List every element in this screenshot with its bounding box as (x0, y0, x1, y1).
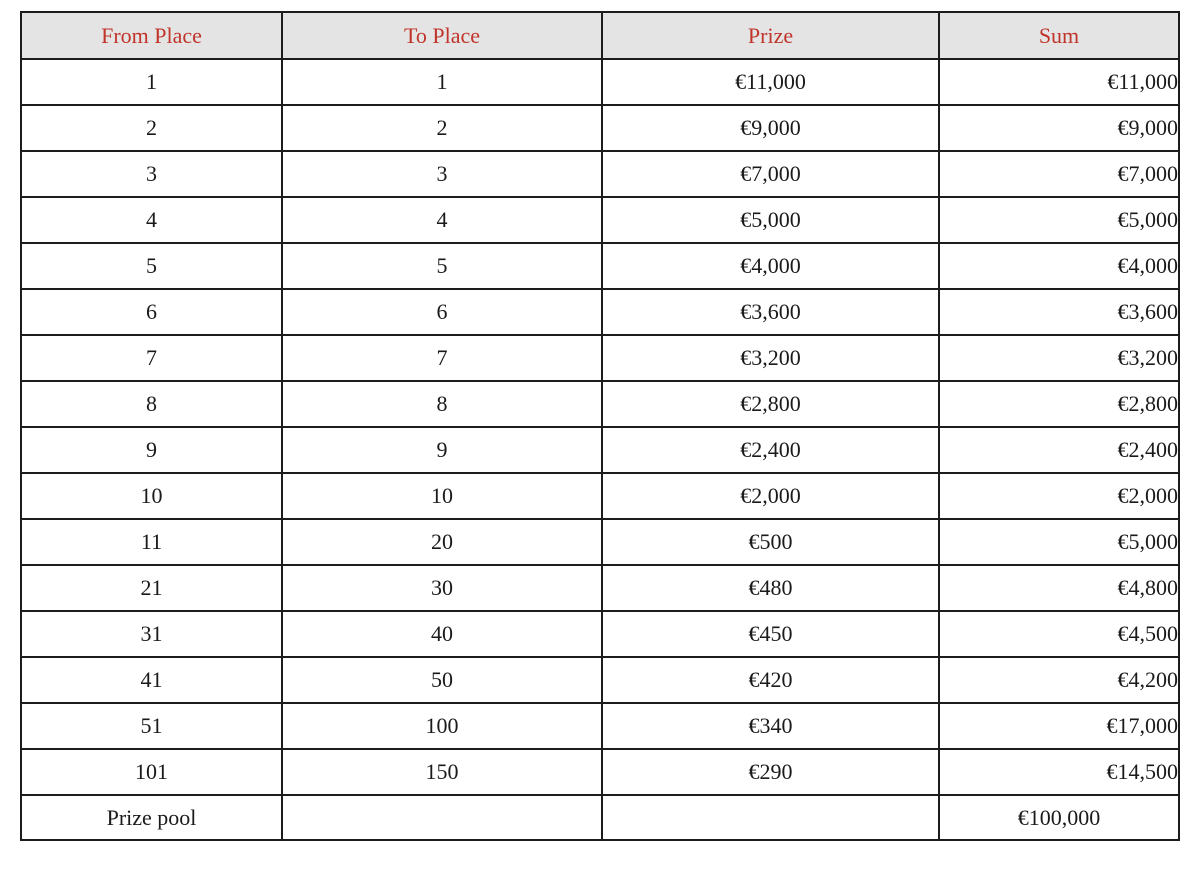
cell-prize: €480 (601, 564, 940, 612)
cell-from-place: 11 (20, 518, 283, 566)
table-row: 2 2 €9,000 €9,000 (20, 104, 1180, 152)
cell-sum: €2,800 (938, 380, 1180, 428)
cell-sum: €5,000 (938, 196, 1180, 244)
cell-sum: €11,000 (938, 58, 1180, 106)
prize-pool-total-value: €100,000 (938, 794, 1180, 841)
table-header: From Place To Place Prize Sum (20, 11, 1180, 60)
table-row: 6 6 €3,600 €3,600 (20, 288, 1180, 336)
cell-from-place: 21 (20, 564, 283, 612)
cell-from-place: 51 (20, 702, 283, 750)
cell-prize: €4,000 (601, 242, 940, 290)
cell-sum: €3,200 (938, 334, 1180, 382)
prize-pool-total-row: Prize pool €100,000 (20, 794, 1180, 841)
cell-sum: €4,500 (938, 610, 1180, 658)
cell-prize: €5,000 (601, 196, 940, 244)
cell-to-place: 6 (281, 288, 603, 336)
cell-to-place: 50 (281, 656, 603, 704)
table-row: 1 1 €11,000 €11,000 (20, 58, 1180, 106)
table-row: 41 50 €420 €4,200 (20, 656, 1180, 704)
cell-to-place: 2 (281, 104, 603, 152)
cell-prize: €11,000 (601, 58, 940, 106)
table-row: 11 20 €500 €5,000 (20, 518, 1180, 566)
cell-sum: €4,200 (938, 656, 1180, 704)
table-header-row: From Place To Place Prize Sum (20, 11, 1180, 60)
cell-from-place: 1 (20, 58, 283, 106)
cell-prize: €7,000 (601, 150, 940, 198)
table-row: 3 3 €7,000 €7,000 (20, 150, 1180, 198)
cell-to-place: 20 (281, 518, 603, 566)
cell-to-place: 3 (281, 150, 603, 198)
cell-to-place: 7 (281, 334, 603, 382)
cell-sum: €17,000 (938, 702, 1180, 750)
table-row: 51 100 €340 €17,000 (20, 702, 1180, 750)
cell-prize: €420 (601, 656, 940, 704)
prize-pool-empty-cell (601, 794, 940, 841)
cell-from-place: 31 (20, 610, 283, 658)
cell-prize: €290 (601, 748, 940, 796)
cell-to-place: 5 (281, 242, 603, 290)
cell-from-place: 6 (20, 288, 283, 336)
cell-to-place: 9 (281, 426, 603, 474)
cell-from-place: 7 (20, 334, 283, 382)
cell-from-place: 41 (20, 656, 283, 704)
cell-sum: €3,600 (938, 288, 1180, 336)
table-row: 10 10 €2,000 €2,000 (20, 472, 1180, 520)
cell-from-place: 2 (20, 104, 283, 152)
cell-prize: €450 (601, 610, 940, 658)
cell-prize: €9,000 (601, 104, 940, 152)
prize-distribution-table: From Place To Place Prize Sum 1 1 €11,00… (20, 11, 1180, 841)
table-row: 4 4 €5,000 €5,000 (20, 196, 1180, 244)
cell-to-place: 10 (281, 472, 603, 520)
cell-from-place: 8 (20, 380, 283, 428)
cell-from-place: 9 (20, 426, 283, 474)
cell-to-place: 30 (281, 564, 603, 612)
column-header-sum: Sum (938, 11, 1180, 60)
table-row: 8 8 €2,800 €2,800 (20, 380, 1180, 428)
cell-sum: €4,000 (938, 242, 1180, 290)
cell-from-place: 101 (20, 748, 283, 796)
cell-prize: €2,800 (601, 380, 940, 428)
table-row: 31 40 €450 €4,500 (20, 610, 1180, 658)
cell-sum: €2,400 (938, 426, 1180, 474)
table-row: 5 5 €4,000 €4,000 (20, 242, 1180, 290)
column-header-to-place: To Place (281, 11, 603, 60)
cell-from-place: 10 (20, 472, 283, 520)
cell-to-place: 100 (281, 702, 603, 750)
column-header-prize: Prize (601, 11, 940, 60)
table-body: 1 1 €11,000 €11,000 2 2 €9,000 €9,000 3 … (20, 58, 1180, 841)
cell-from-place: 3 (20, 150, 283, 198)
cell-prize: €340 (601, 702, 940, 750)
prize-distribution-table-container: From Place To Place Prize Sum 1 1 €11,00… (20, 11, 1180, 841)
cell-prize: €3,200 (601, 334, 940, 382)
cell-sum: €5,000 (938, 518, 1180, 566)
table-row: 7 7 €3,200 €3,200 (20, 334, 1180, 382)
cell-to-place: 1 (281, 58, 603, 106)
cell-prize: €500 (601, 518, 940, 566)
table-row: 101 150 €290 €14,500 (20, 748, 1180, 796)
prize-pool-empty-cell (281, 794, 603, 841)
cell-prize: €2,000 (601, 472, 940, 520)
cell-to-place: 40 (281, 610, 603, 658)
cell-prize: €2,400 (601, 426, 940, 474)
cell-sum: €4,800 (938, 564, 1180, 612)
cell-sum: €14,500 (938, 748, 1180, 796)
prize-pool-label: Prize pool (20, 794, 283, 841)
table-row: 21 30 €480 €4,800 (20, 564, 1180, 612)
cell-from-place: 4 (20, 196, 283, 244)
cell-sum: €2,000 (938, 472, 1180, 520)
cell-to-place: 4 (281, 196, 603, 244)
cell-sum: €7,000 (938, 150, 1180, 198)
cell-prize: €3,600 (601, 288, 940, 336)
cell-sum: €9,000 (938, 104, 1180, 152)
column-header-from-place: From Place (20, 11, 283, 60)
cell-to-place: 150 (281, 748, 603, 796)
cell-to-place: 8 (281, 380, 603, 428)
cell-from-place: 5 (20, 242, 283, 290)
table-row: 9 9 €2,400 €2,400 (20, 426, 1180, 474)
